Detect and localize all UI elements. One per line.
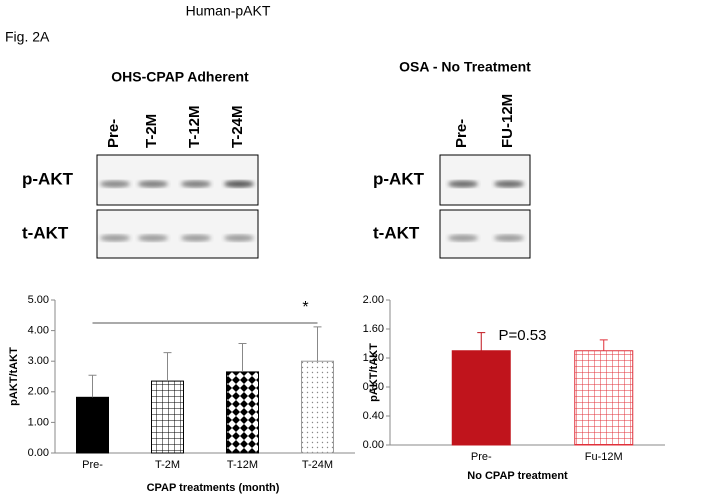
bar — [574, 350, 634, 446]
x-tick-label: T-12M — [227, 459, 258, 471]
lane-label: T-2M — [143, 114, 160, 148]
y-tick-label: 4.00 — [28, 325, 49, 337]
annotation: P=0.53 — [499, 327, 547, 344]
figure-label: Fig. 2A — [5, 29, 50, 45]
lane-label: FU-12M — [499, 94, 516, 148]
lane-label: T-24M — [229, 105, 246, 148]
y-tick-label: 1.20 — [363, 352, 384, 364]
blot-box — [439, 154, 531, 206]
y-axis-title: pAKT/tAKT — [368, 343, 380, 402]
error-bar — [88, 374, 97, 398]
error-bar — [599, 339, 608, 351]
y-tick-label: 0.80 — [363, 381, 384, 393]
y-tick-label: 1.60 — [363, 323, 384, 335]
blot-band — [138, 234, 168, 242]
blot-band — [181, 180, 211, 188]
blot-title: OSA - No Treatment — [399, 59, 531, 75]
error-bar — [313, 326, 322, 362]
lane-label: Pre- — [105, 119, 122, 148]
y-tick-label: 2.00 — [28, 386, 49, 398]
blot-band — [138, 180, 168, 188]
x-tick-label: Fu-12M — [585, 451, 623, 463]
blot-box — [96, 154, 259, 206]
lane-label: Pre- — [453, 119, 470, 148]
bar — [451, 350, 511, 446]
blot-band — [448, 234, 478, 242]
row-label: p-AKT — [373, 169, 425, 188]
bar — [226, 371, 259, 454]
x-tick-label: T-2M — [155, 459, 180, 471]
blot-band — [494, 234, 524, 242]
blot-box — [96, 209, 259, 259]
x-axis-title: No CPAP treatment — [467, 470, 568, 482]
y-tick-label: 1.00 — [28, 416, 49, 428]
blot-box — [439, 209, 531, 259]
error-bar — [163, 352, 172, 382]
row-label: t-AKT — [22, 223, 69, 242]
blot-band — [181, 234, 211, 242]
x-tick-label: Pre- — [471, 451, 492, 463]
x-tick-label: T-24M — [302, 459, 333, 471]
blot-band — [224, 180, 254, 188]
y-tick-label: 0.00 — [363, 439, 384, 451]
bar — [76, 396, 109, 454]
lane-label: T-12M — [186, 105, 203, 148]
blot-band — [494, 180, 524, 188]
y-tick-label: 0.40 — [363, 410, 384, 422]
annotation: * — [302, 299, 308, 316]
bar — [151, 380, 184, 454]
x-axis-title: CPAP treatments (month) — [147, 482, 280, 494]
blot-title: OHS-CPAP Adherent — [111, 69, 249, 85]
blot-band — [100, 180, 130, 188]
x-tick-label: Pre- — [82, 459, 103, 471]
row-label: p-AKT — [22, 169, 74, 188]
blot-band — [100, 234, 130, 242]
y-tick-label: 3.00 — [28, 355, 49, 367]
y-tick-label: 5.00 — [28, 294, 49, 306]
y-axis-title: pAKT/tAKT — [8, 347, 20, 406]
row-label: t-AKT — [373, 223, 420, 242]
figure-title: Human-pAKT — [186, 3, 271, 19]
y-tick-label: 0.00 — [28, 447, 49, 459]
bar — [301, 360, 334, 454]
error-bar — [238, 342, 247, 372]
y-tick-label: 2.00 — [363, 294, 384, 306]
blot-band — [448, 180, 478, 188]
error-bar — [477, 332, 486, 351]
blot-band — [224, 234, 254, 242]
